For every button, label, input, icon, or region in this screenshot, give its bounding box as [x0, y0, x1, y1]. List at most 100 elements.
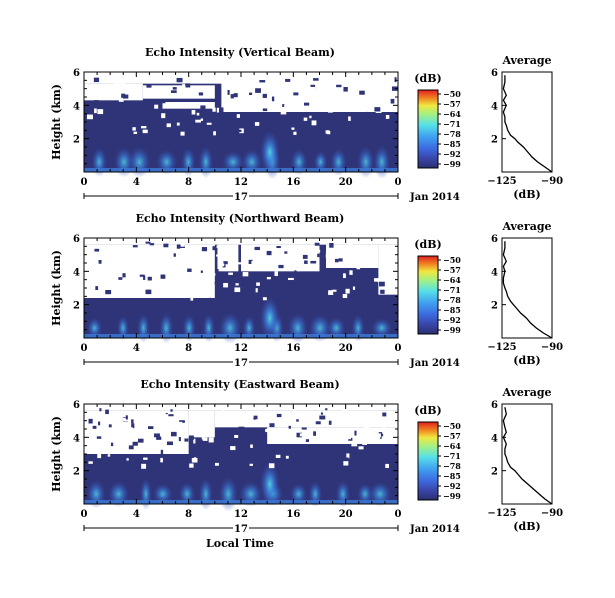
speckle — [387, 411, 390, 415]
echo-cell — [198, 145, 214, 179]
speckle — [303, 117, 308, 121]
speckle — [385, 463, 390, 469]
speckle — [126, 458, 129, 461]
speckle — [92, 263, 97, 269]
speckle — [122, 286, 127, 289]
profile-y-tick-label: 2 — [491, 467, 498, 478]
speckle — [161, 291, 165, 297]
colorbar-tick-label: −64 — [443, 441, 461, 451]
speckle — [354, 115, 360, 121]
speckle — [328, 290, 334, 295]
speckle — [176, 244, 181, 249]
speckle — [353, 454, 359, 460]
colorbar-tick-label: −71 — [443, 119, 461, 129]
speckle — [394, 448, 397, 453]
month-label: Jan 2014 — [409, 192, 460, 203]
colorbar-tick-label: −71 — [443, 285, 461, 295]
colorbar-tick-label: −92 — [443, 481, 461, 491]
speckle — [341, 94, 346, 98]
speckle — [282, 104, 285, 108]
speckle — [331, 289, 337, 292]
speckle — [345, 288, 350, 294]
speckle — [342, 273, 346, 279]
speckle — [310, 260, 317, 264]
colorbar-gradient — [417, 255, 439, 335]
speckle — [193, 438, 196, 444]
speckle — [325, 253, 331, 259]
colorbar-tick-label: −50 — [443, 421, 461, 431]
speckle — [376, 452, 382, 457]
echo-cell — [128, 146, 151, 178]
speckle — [85, 84, 91, 87]
colorbar-unit: (dB) — [414, 72, 441, 85]
speckle — [184, 438, 189, 442]
speckle — [344, 409, 348, 414]
speckle — [204, 442, 209, 446]
speckle — [163, 243, 169, 248]
speckle — [361, 122, 368, 127]
speckle — [196, 112, 200, 116]
speckle — [208, 297, 212, 301]
echo-cell — [218, 476, 238, 512]
speckle — [280, 420, 286, 424]
speckle — [274, 271, 278, 277]
day-label-bg — [233, 191, 249, 201]
speckle — [229, 421, 233, 426]
speckle — [364, 423, 370, 429]
speckle — [175, 449, 180, 453]
profile-title: Average — [501, 220, 551, 233]
speckle — [299, 93, 304, 99]
speckle — [262, 108, 268, 112]
panel-title: Echo Intensity (Northward Beam) — [136, 212, 345, 225]
no-echo-region — [217, 244, 239, 272]
speckle — [202, 273, 209, 277]
colorbar-tick-label: −99 — [443, 491, 461, 501]
speckle — [280, 109, 287, 115]
y-tick-label: 6 — [73, 234, 80, 245]
speckle — [231, 434, 236, 439]
speckle — [288, 277, 294, 281]
no-echo-region — [378, 244, 398, 295]
speckle — [92, 84, 98, 89]
speckle — [256, 282, 260, 286]
speckle — [254, 122, 260, 126]
speckle — [282, 275, 287, 278]
speckle — [94, 248, 100, 252]
speckle — [132, 245, 138, 248]
speckle — [283, 99, 290, 104]
speckle — [100, 286, 106, 290]
speckle — [166, 441, 173, 446]
profile-y-tick-label: 2 — [491, 301, 498, 312]
speckle — [380, 462, 386, 467]
profile-title: Average — [501, 54, 551, 67]
speckle — [317, 253, 320, 258]
speckle — [276, 92, 281, 96]
speckle — [365, 111, 369, 115]
speckle — [136, 131, 140, 137]
echo-cell — [198, 477, 213, 511]
profile-frame — [501, 403, 553, 505]
speckle — [262, 93, 267, 98]
echo-cell — [259, 296, 280, 340]
speckle — [382, 426, 386, 430]
profile-x-tick-label: −90 — [541, 342, 563, 353]
colorbar-unit: (dB) — [414, 238, 441, 251]
speckle — [309, 86, 315, 92]
speckle — [230, 259, 234, 263]
speckle — [199, 429, 205, 432]
speckle — [221, 410, 225, 415]
speckle — [176, 77, 183, 83]
profile-y-tick-label: 4 — [491, 433, 498, 444]
speckle — [111, 79, 115, 83]
speckle — [99, 408, 102, 412]
echo-cell — [139, 477, 152, 511]
speckle — [302, 254, 308, 259]
x-tick-label: 12 — [234, 343, 248, 354]
colorbar-tick-label: −78 — [443, 129, 461, 139]
profile-x-tick-label: −90 — [541, 176, 563, 187]
speckle — [214, 281, 221, 285]
y-tick-label: 4 — [73, 101, 80, 112]
speckle — [325, 408, 328, 411]
echo-cell — [91, 146, 108, 178]
profile-x-label: (dB) — [513, 354, 540, 367]
